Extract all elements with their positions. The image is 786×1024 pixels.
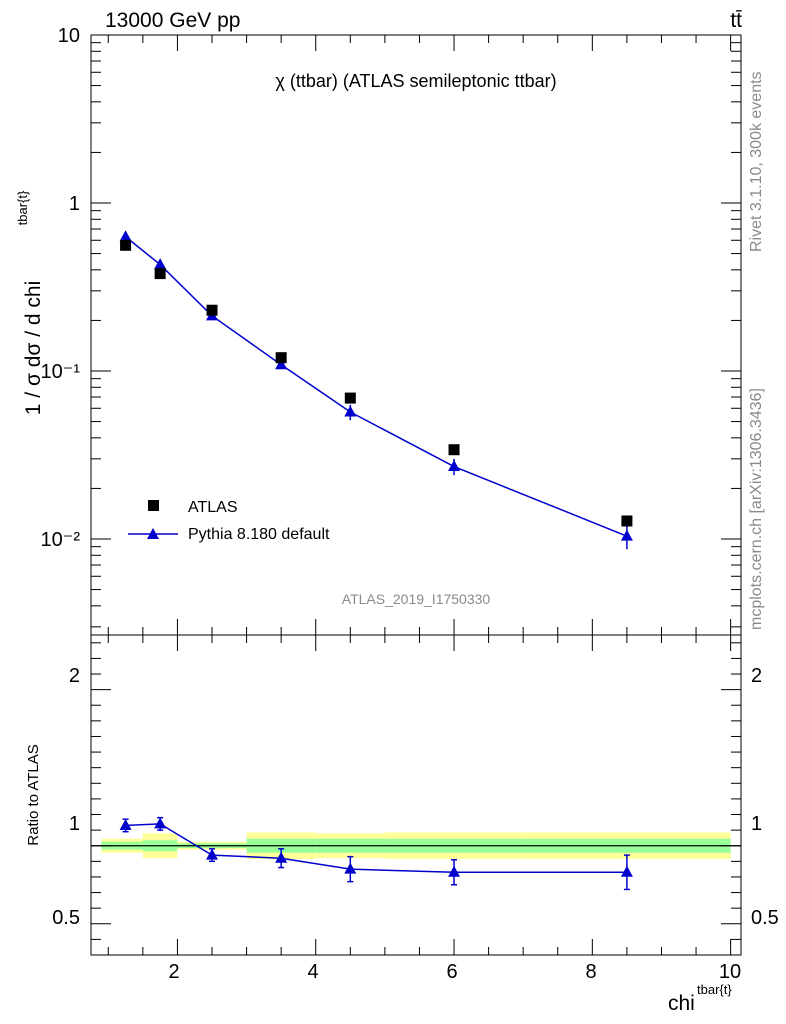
atlas-point — [275, 352, 287, 364]
main-y-ticks — [91, 34, 741, 628]
x-axis-superscript: tbar{t} — [697, 982, 732, 997]
x-tick-label-4: 4 — [307, 961, 318, 983]
analysis-watermark: ATLAS_2019_I1750330 — [342, 591, 491, 607]
ratio-point — [344, 862, 357, 874]
mcplots-label: mcplots.cern.ch [arXiv:1306.3436] — [748, 388, 765, 630]
ratio-y-tick-label-1: 1 — [69, 813, 80, 835]
atlas-point — [154, 268, 166, 280]
x-axis-label: chi tbar{t} — [668, 982, 732, 1015]
x-tick-label-8: 8 — [585, 961, 596, 983]
x-axis-title: chi — [668, 992, 695, 1015]
atlas-point — [206, 304, 218, 316]
main-frame — [90, 34, 742, 636]
atlas-point — [448, 444, 460, 456]
atlas-point — [120, 239, 132, 251]
main-x-ticks — [107, 35, 732, 635]
atlas-point — [621, 515, 633, 527]
pythia-point — [344, 405, 357, 417]
pythia-point — [119, 230, 132, 242]
pythia-point — [154, 258, 167, 270]
main-y-tick-label-10: 10 — [58, 25, 80, 47]
ratio-y-axis-title: Ratio to ATLAS — [25, 744, 42, 845]
legend-pythia-marker — [147, 528, 159, 539]
ratio-y-tick-label-2-right: 2 — [751, 665, 762, 687]
pythia-point — [620, 529, 633, 541]
main-series-layer — [119, 230, 633, 550]
x-tick-label-6: 6 — [446, 961, 457, 983]
legend-pythia-label: Pythia 8.180 default — [188, 526, 330, 543]
ratio-y-tick-label-1-right: 1 — [751, 813, 762, 835]
ratio-point — [206, 848, 219, 860]
legend-atlas-marker — [148, 500, 159, 511]
main-y-axis-title: 1 / σ dσ / d chi — [22, 281, 45, 415]
ratio-panel: 2 1 0.5 2 1 0.5 2 4 6 8 10 Ratio to ATLA… — [25, 634, 779, 1015]
main-y-tick-label-0.01: 10⁻² — [41, 529, 81, 551]
ratio-point — [154, 817, 167, 829]
main-y-tick-label-0.1: 10⁻¹ — [41, 361, 81, 383]
energy-label: 13000 GeV pp — [105, 9, 240, 32]
x-tick-label-10: 10 — [719, 961, 741, 983]
main-title: χ (ttbar) (ATLAS semileptonic ttbar) — [275, 71, 556, 91]
process-label: tt̄ — [730, 9, 742, 32]
ratio-point — [119, 818, 132, 830]
ratio-point — [275, 851, 288, 863]
main-y-tick-label-1: 1 — [69, 193, 80, 215]
ratio-y-tick-label-0.5: 0.5 — [52, 907, 80, 929]
x-tick-label-2: 2 — [168, 961, 179, 983]
ratio-y-ticks — [91, 642, 741, 940]
ratio-series-layer — [119, 816, 633, 891]
main-panel: 10 1 10⁻¹ 10⁻² χ (ttbar) (ATLAS semilept… — [15, 25, 742, 636]
pythia-point — [275, 358, 288, 370]
ratio-frame — [90, 634, 742, 956]
legend-atlas-label: ATLAS — [188, 499, 238, 516]
atlas-point — [344, 392, 356, 404]
main-y-axis-label: 1 / σ dσ / d chi tbar{t} — [15, 190, 45, 415]
rivet-label: Rivet 3.1.10, 300k events — [748, 71, 765, 252]
ratio-y-tick-label-0.5-right: 0.5 — [751, 907, 779, 929]
ratio-x-ticks — [107, 635, 732, 955]
pythia-line — [125, 236, 628, 537]
pythia-point — [448, 460, 461, 472]
legend: ATLAS Pythia 8.180 default — [128, 499, 330, 543]
ratio-point — [448, 865, 461, 877]
ratio-point — [620, 865, 633, 877]
main-y-axis-superscript: tbar{t} — [15, 190, 30, 225]
ratio-y-tick-label-2: 2 — [69, 665, 80, 687]
